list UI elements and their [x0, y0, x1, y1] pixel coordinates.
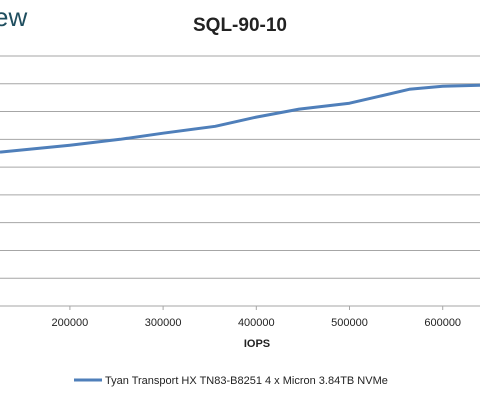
chart-title: SQL-90-10 — [193, 15, 287, 36]
x-tick-label: 200000 — [52, 317, 89, 329]
x-tick-label: 500000 — [331, 317, 368, 329]
x-tick-label: 400000 — [238, 317, 275, 329]
logo: ew — [0, 2, 27, 32]
x-tick-label: 600000 — [424, 317, 461, 329]
x-tick-label: 300000 — [145, 317, 182, 329]
legend-label: Tyan Transport HX TN83-B8251 4 x Micron … — [105, 375, 388, 387]
data-line — [0, 83, 480, 154]
x-axis-title: IOPS — [244, 338, 270, 350]
